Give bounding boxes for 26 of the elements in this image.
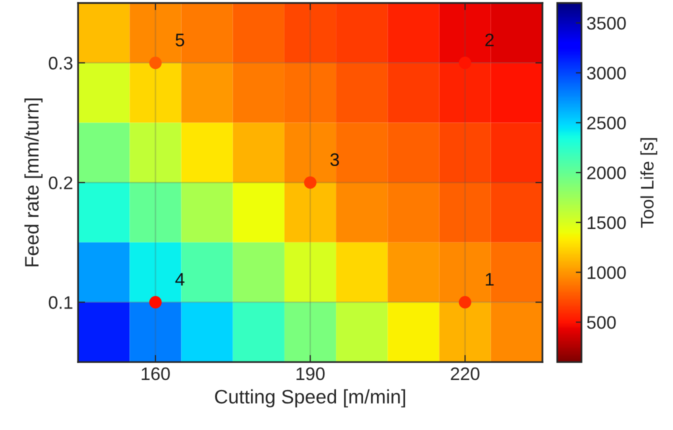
point [458, 56, 472, 70]
color-bar-title: Tool Life [s] [640, 138, 658, 228]
color-bar-label: 1000 [588, 266, 626, 280]
y-tick-label: 0.1 [48, 296, 72, 309]
x-tick-label: 190 [296, 367, 325, 380]
color-bar-label: 2500 [587, 116, 626, 130]
point [149, 296, 162, 308]
annotation: 1 [486, 273, 494, 286]
y-tick-label: 0.2 [48, 176, 72, 190]
x-axis-title: Cutting Speed [m/min] [215, 389, 406, 408]
annotation: 3 [330, 153, 339, 166]
y-tick-label: 0.3 [48, 56, 72, 70]
annotation: 4 [175, 273, 184, 286]
point [149, 56, 162, 70]
annotation: 2 [485, 34, 494, 46]
color-bar-label: 2000 [587, 166, 626, 180]
color-bar-label: 3000 [587, 66, 626, 80]
point [304, 176, 316, 189]
color-bar-label: 1500 [588, 216, 626, 230]
y-axis-title: Feed rate [mm/turn] [24, 98, 43, 266]
color-bar-label: 3500 [587, 16, 626, 30]
annotation: 5 [176, 34, 184, 46]
x-tick-label: 160 [142, 367, 170, 380]
point [458, 296, 472, 308]
x-tick-label: 220 [450, 367, 480, 380]
color-bar-label: 500 [587, 316, 616, 329]
